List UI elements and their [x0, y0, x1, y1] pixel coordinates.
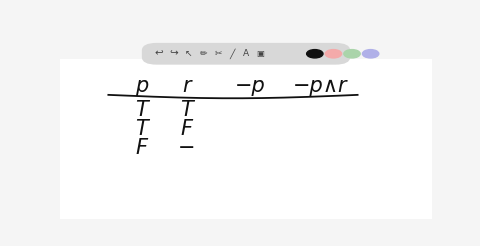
- FancyBboxPatch shape: [60, 59, 432, 219]
- Text: F: F: [180, 119, 192, 139]
- Text: ↪: ↪: [169, 49, 178, 59]
- Text: ↩: ↩: [154, 49, 163, 59]
- Circle shape: [344, 50, 360, 58]
- Text: A: A: [243, 49, 249, 58]
- Text: r: r: [182, 76, 191, 96]
- Circle shape: [307, 50, 323, 58]
- Text: −: −: [178, 138, 195, 158]
- Text: F: F: [136, 138, 148, 158]
- Text: T: T: [135, 119, 148, 139]
- Text: ✏: ✏: [200, 49, 207, 58]
- Text: T: T: [180, 100, 193, 120]
- Text: −p: −p: [234, 76, 265, 96]
- Text: ✂: ✂: [215, 49, 222, 58]
- FancyBboxPatch shape: [142, 43, 350, 65]
- Text: ▣: ▣: [256, 49, 264, 58]
- Text: T: T: [135, 100, 148, 120]
- Text: −p∧r: −p∧r: [293, 76, 348, 96]
- Circle shape: [362, 50, 379, 58]
- Circle shape: [325, 50, 342, 58]
- Text: ↖: ↖: [185, 49, 192, 58]
- Text: p: p: [135, 76, 148, 96]
- Text: ╱: ╱: [229, 48, 235, 59]
